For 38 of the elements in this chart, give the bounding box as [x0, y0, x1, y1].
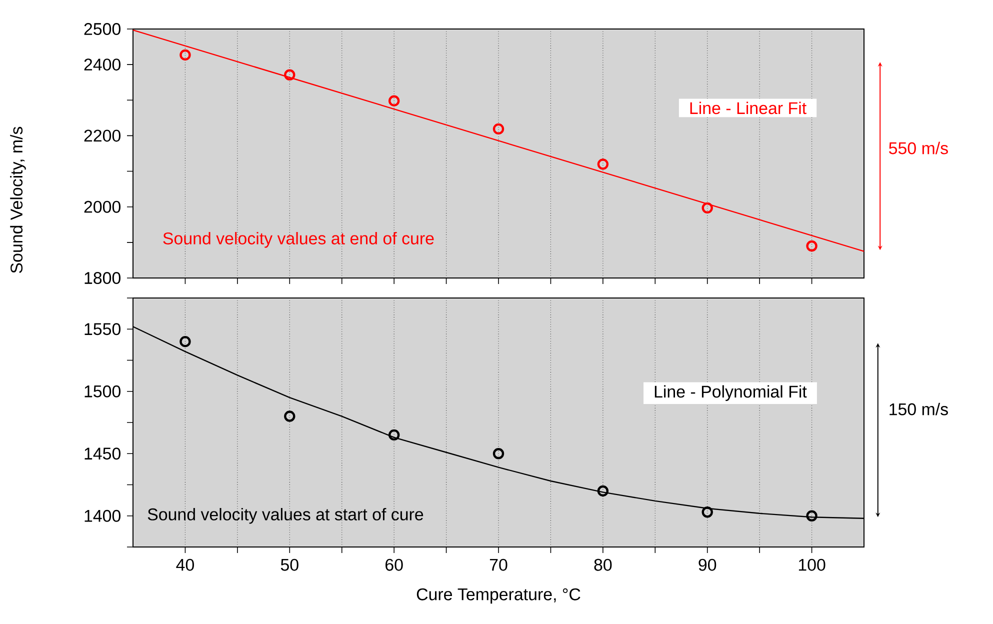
y-tick-label: 2000: [84, 200, 120, 213]
text: 550 m/s: [889, 142, 948, 154]
point: [597, 485, 609, 497]
point: [702, 202, 713, 214]
text: 150 m/s: [890, 402, 948, 416]
point: [597, 158, 609, 170]
y-tick-label: 1500: [84, 385, 120, 398]
point: [284, 69, 296, 80]
point: [180, 336, 191, 348]
x-tick-label: 90: [698, 558, 716, 571]
y-tick-label: 1450: [84, 448, 120, 460]
x-tick-label: 50: [280, 558, 298, 571]
point: [180, 49, 191, 61]
x-axis-title: Cure Temperature, °C: [416, 588, 580, 604]
point: [388, 95, 400, 106]
y-tick-label: 2500: [84, 23, 120, 35]
annotation: Sound velocity values at end of cure: [163, 232, 434, 248]
y-tick-label: 1800: [84, 272, 120, 284]
y-axis-title: Sound Velocity, m/s: [10, 126, 26, 273]
annotation: Sound velocity values at start of cure: [148, 508, 424, 524]
annotation: Line - Polynomial Fit: [654, 385, 807, 402]
y-tick-label: 1550: [84, 323, 120, 336]
y-tick-label: 1400: [84, 510, 120, 522]
point: [284, 410, 296, 422]
x-tick-label: 60: [386, 558, 403, 571]
x-tick-label: 70: [490, 558, 508, 571]
point: [806, 240, 818, 252]
point: [702, 506, 713, 518]
point: [492, 123, 504, 135]
x-tick-label: 80: [594, 558, 612, 571]
x-tick-label: 40: [176, 558, 194, 571]
point: [388, 429, 400, 441]
x-tick-label: 100: [798, 558, 826, 571]
annotation: Line - Linear Fit: [690, 102, 806, 114]
point: [806, 510, 818, 522]
y-tick-label: 2200: [84, 130, 120, 142]
y-tick-label: 2400: [84, 58, 120, 71]
point: [492, 448, 504, 460]
